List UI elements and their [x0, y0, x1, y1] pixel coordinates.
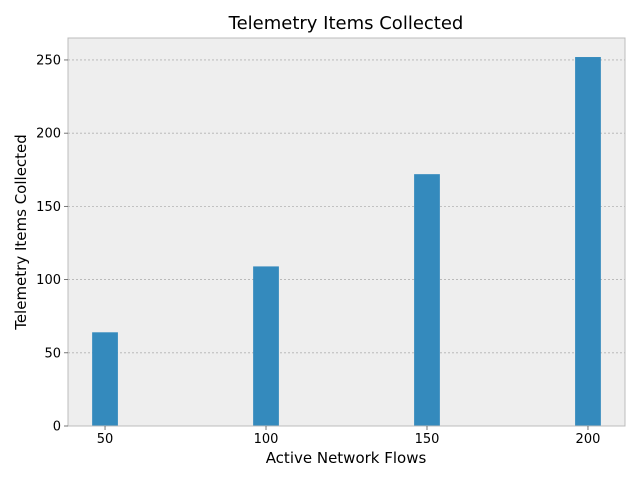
plot-frame: [67, 37, 626, 427]
chart-title: Telemetry Items Collected: [228, 13, 464, 34]
y-tick-label: 200: [36, 127, 61, 142]
bar: [575, 57, 601, 426]
x-tick-label: 100: [254, 432, 279, 447]
y-tick-label: 50: [44, 346, 61, 361]
bar: [414, 174, 440, 426]
bar: [253, 266, 279, 426]
y-axis-label: Telemetry Items Collected: [12, 134, 30, 331]
bar: [92, 332, 118, 426]
y-tick-label: 0: [53, 420, 61, 435]
plot-area: [68, 38, 625, 426]
bars: [92, 57, 601, 426]
grid-lines: [68, 59, 625, 354]
y-tick-label: 250: [36, 53, 61, 68]
y-tick-label: 150: [36, 200, 61, 215]
x-tick-label: 150: [415, 432, 440, 447]
x-tick-label: 50: [97, 432, 114, 447]
x-axis-ticks: 50 100 150 200: [97, 426, 601, 447]
x-axis-label: Active Network Flows: [266, 449, 427, 467]
x-tick-label: 200: [576, 432, 601, 447]
y-tick-label: 100: [36, 273, 61, 288]
y-axis-ticks: 0 50 100 150 200 250: [36, 53, 68, 435]
